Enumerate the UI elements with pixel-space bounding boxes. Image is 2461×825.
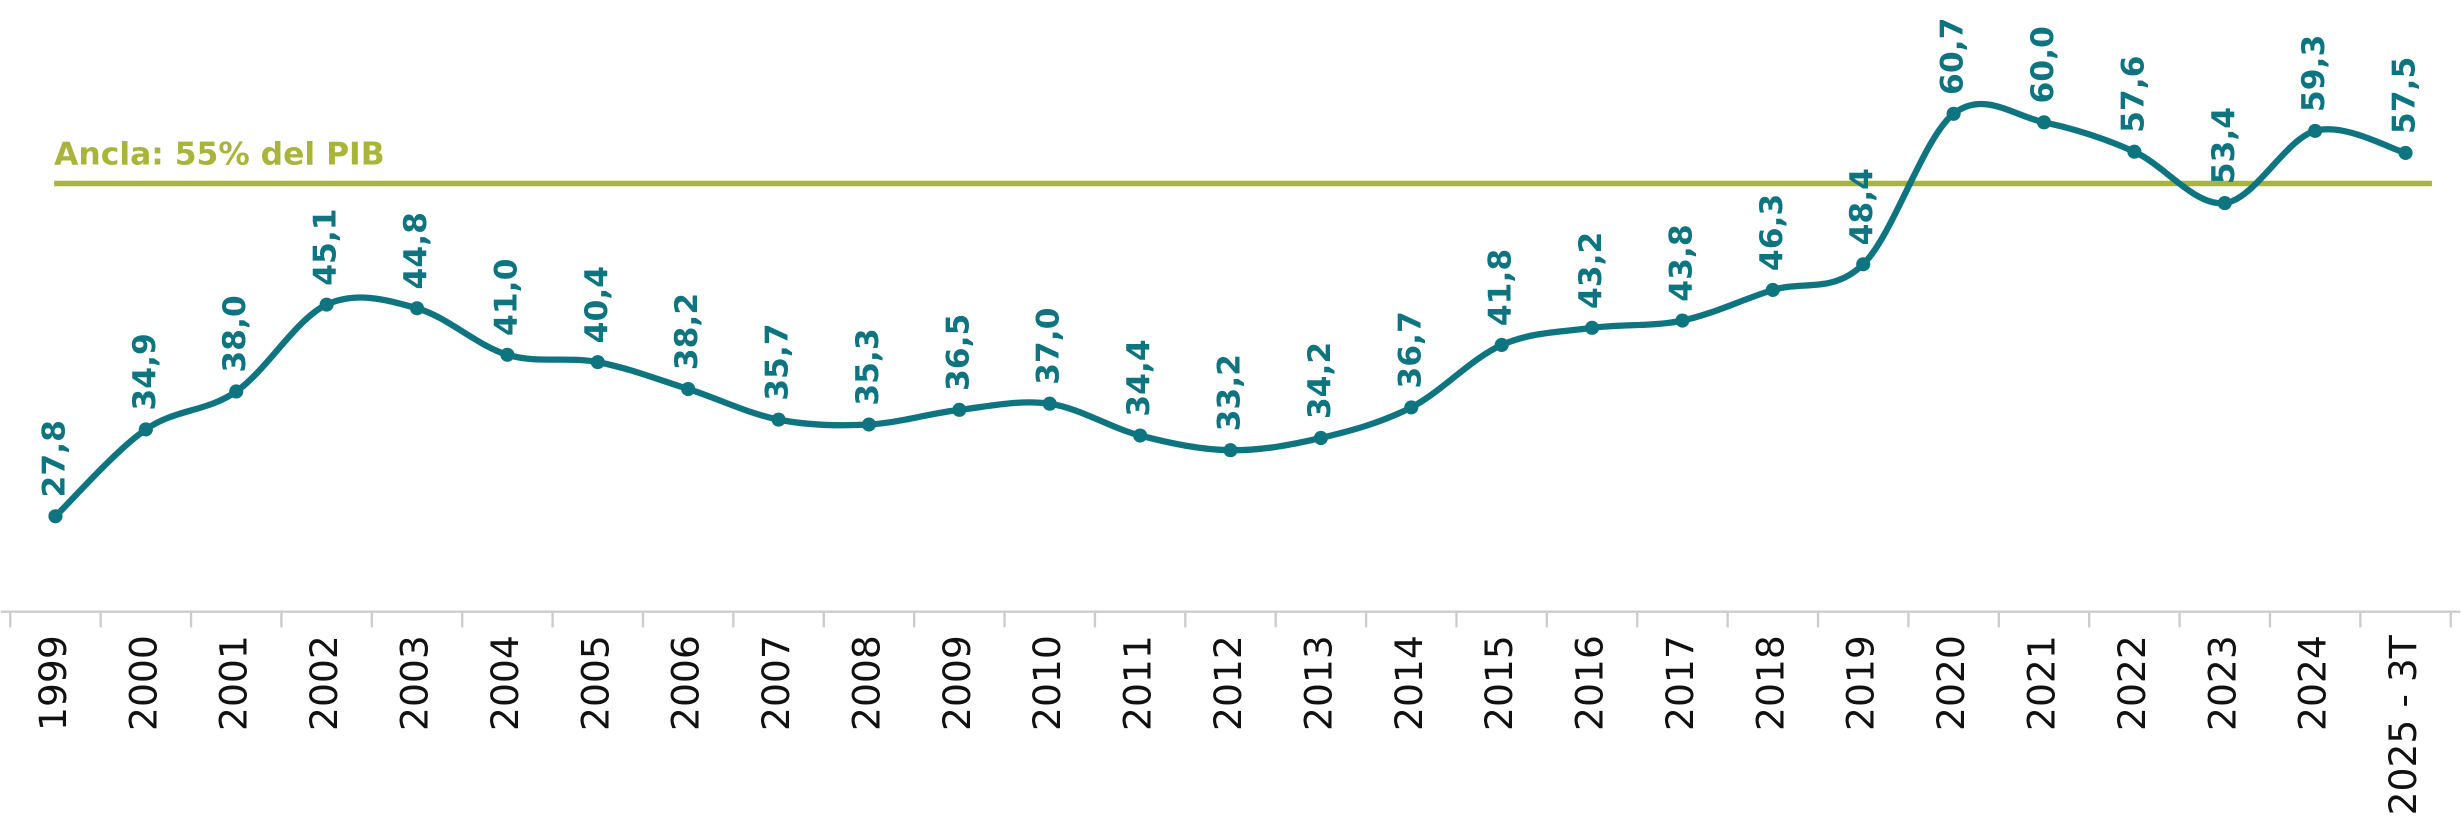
data-label: 36,7 — [1392, 311, 1428, 388]
x-tick-label: 2000 — [121, 635, 165, 731]
x-tick-label: 2018 — [1748, 635, 1792, 731]
data-point — [1223, 443, 1238, 458]
data-label: 40,4 — [579, 266, 615, 343]
data-point — [771, 412, 786, 427]
data-label: 34,9 — [127, 333, 163, 410]
x-tick-label: 2009 — [935, 635, 979, 731]
data-label: 45,1 — [308, 208, 344, 285]
x-tick-label: 2025 - 3T — [2381, 634, 2425, 815]
data-label: 57,6 — [2115, 56, 2151, 133]
data-point — [2308, 123, 2323, 138]
data-point — [409, 301, 425, 316]
data-label: 43,8 — [1663, 224, 1699, 301]
data-point — [1313, 430, 1328, 446]
data-point — [2036, 115, 2052, 130]
x-tick-label: 2012 — [1206, 635, 1250, 731]
x-tick-label: 2008 — [844, 635, 888, 731]
data-point — [1765, 282, 1780, 297]
data-label: 48,4 — [1844, 168, 1880, 245]
x-tick-label: 2002 — [302, 635, 346, 731]
data-label: 34,4 — [1121, 339, 1157, 416]
data-label: 53,4 — [2206, 107, 2242, 184]
data-label: 35,3 — [850, 328, 886, 405]
data-label: 34,2 — [1302, 342, 1338, 419]
data-point — [500, 347, 515, 362]
data-label: 38,2 — [669, 293, 705, 370]
data-point — [861, 417, 877, 432]
x-tick-label: 2005 — [573, 635, 617, 731]
x-tick-label: 2022 — [2110, 635, 2154, 731]
x-tick-label: 2023 — [2200, 635, 2244, 731]
x-tick-label: 2007 — [754, 635, 798, 731]
data-label: 33,2 — [1212, 354, 1248, 431]
data-label: 46,3 — [1754, 194, 1790, 271]
data-point — [2127, 144, 2142, 159]
x-tick-label: 2011 — [1116, 635, 1160, 731]
data-label: 27,8 — [36, 420, 72, 497]
data-point — [229, 384, 244, 399]
data-point — [1584, 320, 1600, 335]
reference-label: Ancla: 55% del PIB — [54, 137, 384, 173]
x-tick-label: 2019 — [1839, 635, 1883, 731]
x-tick-label: 2003 — [393, 635, 437, 731]
data-point — [1675, 313, 1690, 328]
x-tick-label: 2021 — [2019, 635, 2063, 731]
data-point — [1133, 428, 1148, 443]
data-label: 43,2 — [1573, 232, 1609, 309]
data-point — [1946, 106, 1961, 121]
data-label: 36,5 — [940, 314, 976, 391]
data-point — [138, 422, 153, 437]
data-point — [952, 402, 967, 417]
data-label: 35,7 — [760, 323, 796, 400]
data-point — [2398, 145, 2413, 160]
data-label: 59,3 — [2296, 35, 2332, 112]
data-label: 41,8 — [1483, 249, 1519, 326]
data-point — [1042, 396, 1057, 411]
data-label: 44,8 — [398, 212, 434, 289]
data-point — [2217, 196, 2232, 211]
x-tick-label: 2020 — [1929, 635, 1973, 731]
data-point — [1494, 337, 1509, 353]
x-tick-label: 2013 — [1296, 635, 1340, 731]
data-label: 60,0 — [2025, 26, 2061, 103]
data-label: 41,0 — [488, 259, 524, 336]
x-tick-label: 2006 — [664, 635, 708, 731]
data-point — [48, 509, 63, 524]
x-tick-label: 2024 — [2291, 635, 2335, 731]
data-label: 38,0 — [217, 295, 253, 372]
data-point — [1404, 400, 1419, 415]
data-point — [1856, 257, 1871, 272]
data-label: 57,5 — [2387, 57, 2423, 134]
data-point — [681, 381, 696, 397]
x-tick-label: 1999 — [31, 635, 75, 731]
data-point — [590, 355, 605, 370]
x-tick-label: 2015 — [1477, 635, 1521, 731]
x-tick-label: 2001 — [212, 635, 256, 731]
data-point — [319, 297, 334, 312]
x-tick-label: 2004 — [483, 635, 527, 731]
data-label: 37,0 — [1031, 308, 1067, 385]
x-tick-label: 2017 — [1658, 635, 1702, 731]
x-tick-label: 2010 — [1025, 635, 1069, 731]
x-tick-label: 2016 — [1568, 635, 1612, 731]
data-label: 60,7 — [1935, 18, 1971, 95]
x-tick-label: 2014 — [1387, 635, 1431, 731]
